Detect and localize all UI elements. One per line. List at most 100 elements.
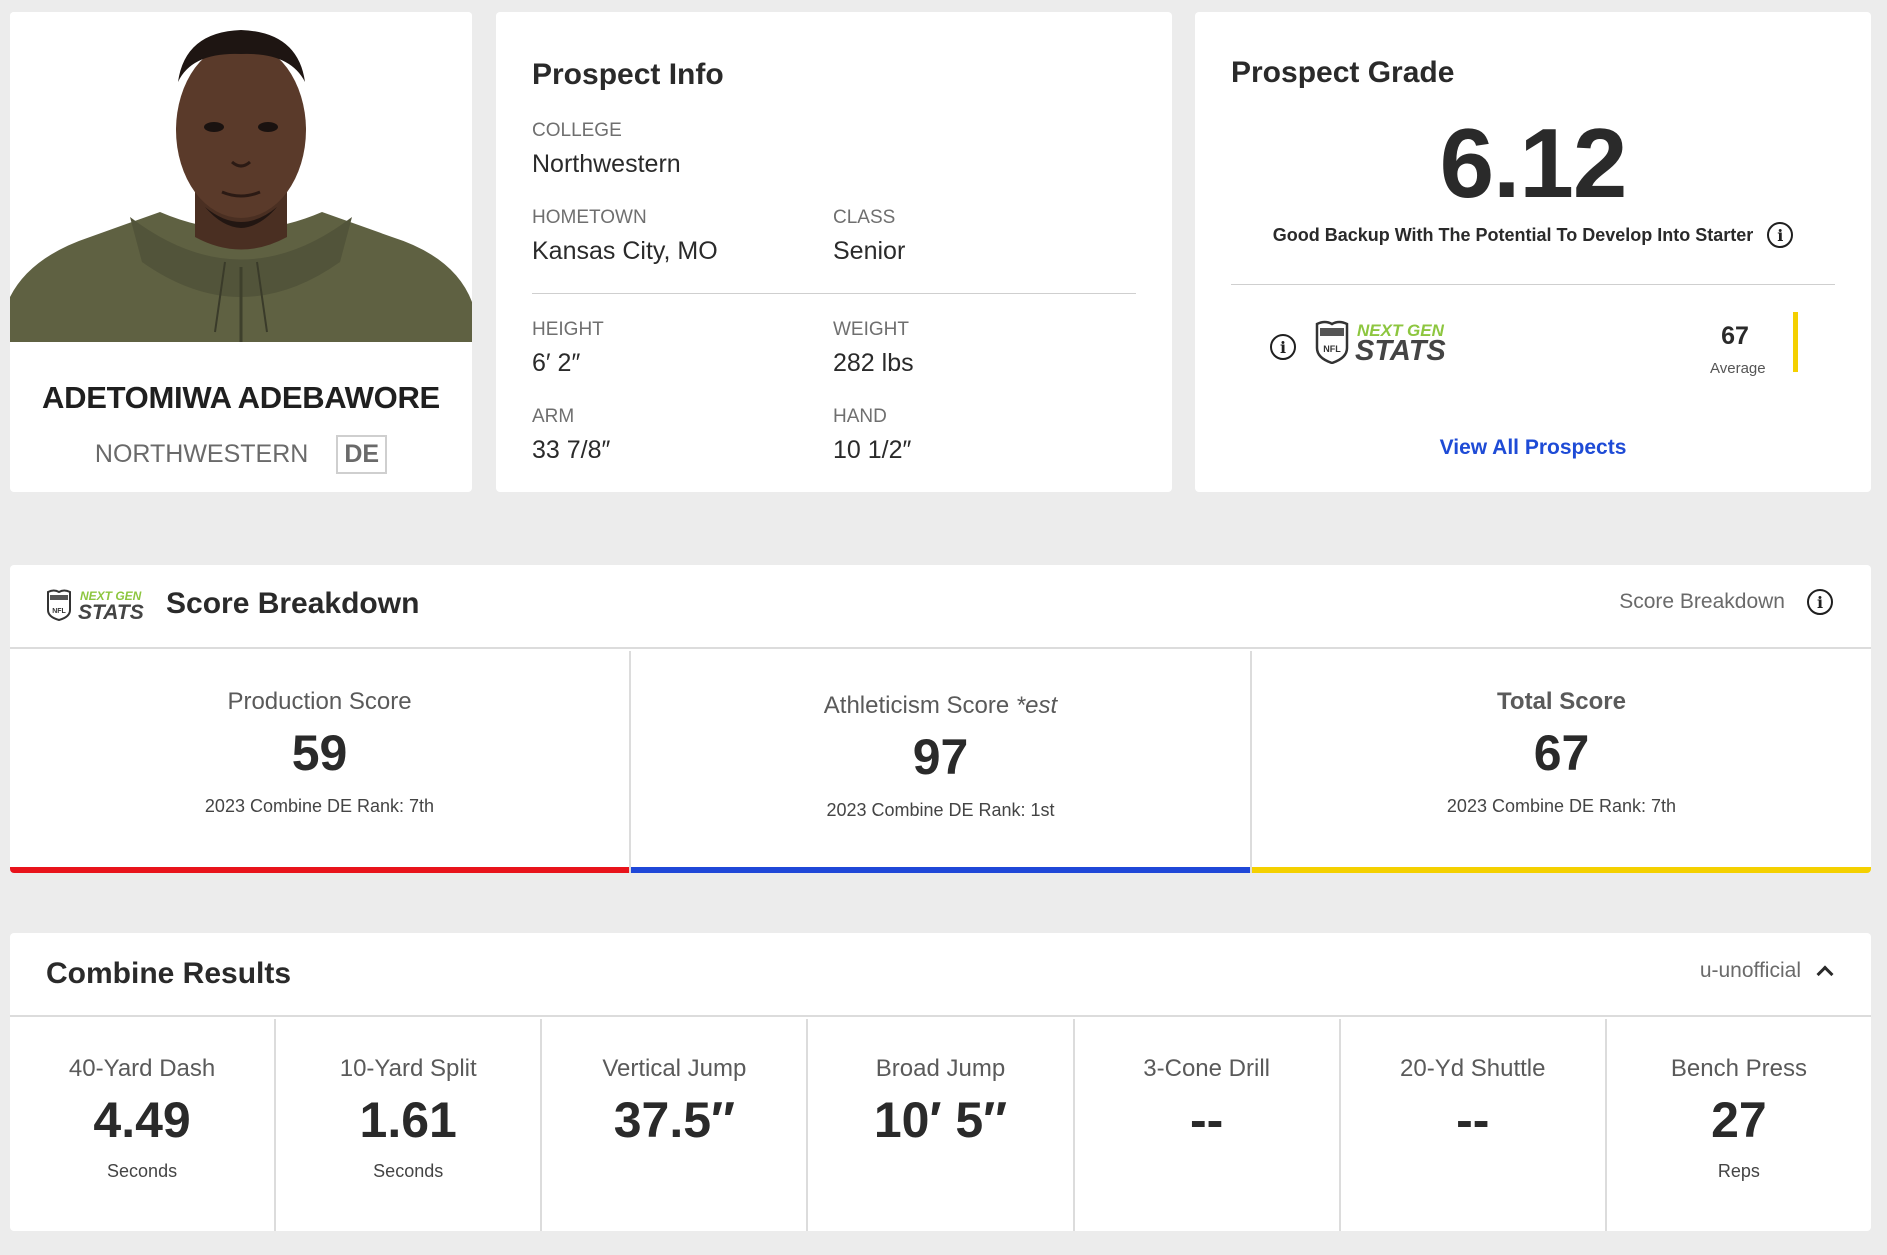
prospect-info-card: Prospect Info COLLEGE Northwestern HOMET…	[496, 12, 1172, 492]
athleticism-score-bar	[631, 867, 1250, 873]
hometown-label: HOMETOWN	[532, 207, 647, 228]
athleticism-score-suffix: *est	[1015, 692, 1058, 719]
combine-result-value: --	[1456, 1092, 1490, 1148]
score-breakdown-card: NFL NEXT GEN STATS Score Breakdown Score…	[10, 565, 1871, 873]
combine-result-value: --	[1189, 1092, 1224, 1148]
score-columns: Production Score 59 2023 Combine DE Rank…	[10, 651, 1871, 873]
svg-text:STATS: STATS	[78, 601, 144, 621]
weight-label: WEIGHT	[833, 319, 909, 340]
svg-text:NFL: NFL	[52, 608, 66, 615]
nfl-shield-icon: NFL	[47, 589, 71, 622]
athleticism-score-label-row: Athleticism Score *est	[631, 692, 1250, 720]
combine-result-label: Vertical Jump	[602, 1055, 747, 1082]
info-icon[interactable]: i	[1767, 222, 1794, 248]
combine-result: Vertical Jump 37.5″	[542, 1019, 809, 1231]
info-icon[interactable]: i	[1807, 589, 1833, 615]
combine-result-unit	[808, 1161, 1072, 1183]
total-score-bar	[1252, 867, 1871, 873]
athleticism-score-value: 97	[912, 729, 969, 785]
combine-result-label: 40-Yard Dash	[68, 1055, 216, 1082]
ngs-score-bar	[1793, 312, 1798, 372]
player-school: NORTHWESTERN	[94, 440, 309, 468]
prospect-grade-title: Prospect Grade	[1231, 56, 1455, 89]
height-label: HEIGHT	[532, 319, 604, 340]
combine-result: Bench Press 27 Reps	[1607, 1019, 1871, 1231]
total-score: Total Score 67 2023 Combine DE Rank: 7th	[1252, 651, 1871, 873]
combine-result-unit	[1075, 1161, 1339, 1183]
athleticism-score: Athleticism Score *est 97 2023 Combine D…	[631, 651, 1252, 873]
combine-result-unit: Seconds	[107, 1161, 178, 1181]
combine-results-toggle[interactable]: u-unofficial	[1699, 959, 1834, 983]
weight-field: WEIGHT 282 lbs	[833, 319, 914, 378]
chevron-up-icon[interactable]	[1816, 965, 1834, 983]
info-divider	[532, 293, 1136, 294]
athleticism-score-label: Athleticism Score	[823, 692, 1010, 719]
unofficial-label: u-unofficial	[1699, 959, 1801, 982]
ngs-score-value: 67	[1721, 322, 1749, 350]
combine-results-header: Combine Results u-unofficial	[10, 933, 1871, 1017]
svg-text:STATS: STATS	[1355, 335, 1446, 364]
combine-result: 20-Yd Shuttle --	[1341, 1019, 1607, 1231]
combine-result-label: Broad Jump	[875, 1055, 1006, 1082]
college-field: COLLEGE Northwestern	[532, 120, 681, 179]
arm-value: 33 7/8″	[532, 436, 611, 464]
grade-description: Good Backup With The Potential To Develo…	[1272, 224, 1754, 245]
ngs-score-label: Average	[1710, 360, 1766, 377]
svg-text:NFL: NFL	[1323, 344, 1341, 354]
height-field: HEIGHT 6′ 2″	[532, 319, 604, 378]
production-score-rank: 2023 Combine DE Rank: 7th	[204, 796, 435, 816]
combine-result-value: 27	[1711, 1092, 1767, 1148]
class-value: Senior	[833, 237, 906, 265]
weight-value: 282 lbs	[833, 349, 914, 377]
combine-result-value: 10′ 5″	[873, 1092, 1008, 1148]
combine-result-label: 10-Yard Split	[339, 1055, 477, 1082]
combine-result-unit: Seconds	[373, 1161, 444, 1181]
hometown-value: Kansas City, MO	[532, 237, 718, 265]
class-field: CLASS Senior	[833, 207, 905, 266]
grade-description-row: Good Backup With The Potential To Develo…	[1195, 222, 1871, 248]
combine-result-label: 20-Yd Shuttle	[1400, 1055, 1546, 1082]
athleticism-score-rank: 2023 Combine DE Rank: 1st	[826, 800, 1055, 820]
player-name: ADETOMIWA ADEBAWORE	[42, 380, 440, 415]
combine-result-value: 37.5″	[613, 1092, 735, 1148]
arm-field: ARM 33 7/8″	[532, 406, 610, 465]
total-score-value: 67	[1533, 725, 1590, 781]
combine-result-label: Bench Press	[1670, 1055, 1807, 1082]
hand-label: HAND	[833, 406, 887, 427]
player-photo	[10, 12, 472, 342]
production-score: Production Score 59 2023 Combine DE Rank…	[10, 651, 631, 873]
combine-result: 3-Cone Drill --	[1075, 1019, 1341, 1231]
score-breakdown-header: NFL NEXT GEN STATS Score Breakdown Score…	[10, 565, 1871, 649]
combine-results-card: Combine Results u-unofficial 40-Yard Das…	[10, 933, 1871, 1231]
prospect-info-title: Prospect Info	[532, 58, 724, 91]
score-breakdown-help[interactable]: Score Breakdown i	[1619, 589, 1833, 615]
hometown-field: HOMETOWN Kansas City, MO	[532, 207, 718, 266]
combine-result: 40-Yard Dash 4.49 Seconds	[10, 1019, 277, 1231]
combine-result-unit	[1341, 1161, 1605, 1183]
combine-result: 10-Yard Split 1.61 Seconds	[276, 1019, 543, 1231]
combine-result-value: 1.61	[359, 1092, 457, 1148]
arm-label: ARM	[532, 406, 575, 427]
height-value: 6′ 2″	[532, 349, 581, 377]
grade-divider	[1231, 284, 1835, 285]
view-all-prospects-link[interactable]: View All Prospects	[1439, 436, 1627, 459]
combine-result: Broad Jump 10′ 5″	[808, 1019, 1075, 1231]
college-value: Northwestern	[532, 150, 681, 178]
player-sub: NORTHWESTERN DE	[10, 435, 472, 474]
college-label: COLLEGE	[532, 120, 622, 141]
class-label: CLASS	[833, 207, 896, 228]
position-badge: DE	[336, 435, 388, 474]
grade-value: 6.12	[1439, 108, 1628, 218]
combine-results-title: Combine Results	[46, 957, 292, 990]
info-icon[interactable]: i	[1270, 334, 1296, 360]
hand-value: 10 1/2″	[833, 436, 912, 464]
score-breakdown-help-label: Score Breakdown	[1619, 590, 1785, 613]
combine-result-value: 4.49	[93, 1092, 191, 1148]
production-score-bar	[10, 867, 629, 873]
production-score-label: Production Score	[227, 688, 412, 715]
player-card: ADETOMIWA ADEBAWORE NORTHWESTERN DE	[10, 12, 472, 492]
total-score-label: Total Score	[1497, 688, 1626, 715]
prospect-grade-card: Prospect Grade 6.12 Good Backup With The…	[1195, 12, 1871, 492]
svg-text:NEXT GEN: NEXT GEN	[80, 589, 142, 603]
total-score-rank: 2023 Combine DE Rank: 7th	[1446, 796, 1677, 816]
